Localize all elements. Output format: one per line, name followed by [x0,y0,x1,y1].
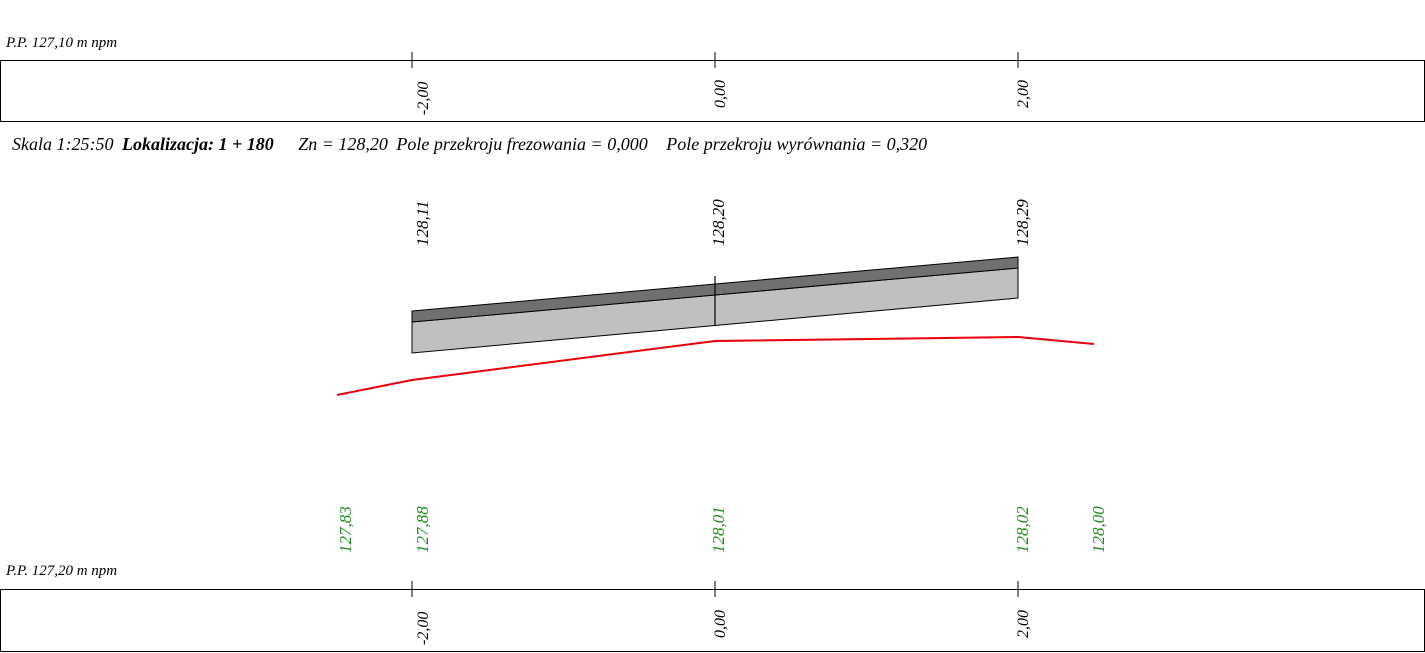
caption-location: Lokalizacja: 1 + 180 [121,134,274,154]
section-caption: Skala 1:25:50 Lokalizacja: 1 + 180 Zn = … [12,134,927,154]
reference-plane: P.P. 127,20 m npm [5,563,117,579]
offset-center: 0,00 [712,610,729,638]
terrain-elevation-3: 128,01 [709,506,728,553]
terrain-elevation-1: 127,83 [336,506,355,553]
terrain-elevation-4: 128,02 [1013,506,1032,553]
terrain-elevation-2: 127,88 [413,506,432,553]
top-offset-center: 0,00 [712,80,729,108]
design-elevation-center: 128,20 [709,199,728,246]
caption-milling-area: Pole przekroju frezowania = 0,000 [395,134,647,154]
design-elevation-right: 128,29 [1013,199,1032,246]
design-elevation-left: 128,11 [413,201,432,247]
top-offset-right: 2,00 [1015,80,1032,108]
top-offset-left: -2,00 [415,82,432,115]
offset-left: -2,00 [415,612,432,645]
terrain-elevation-5: 128,00 [1089,506,1108,553]
caption-leveling-area: Pole przekroju wyrównania = 0,320 [665,134,927,154]
terrain-line [336,335,1095,396]
offset-right: 2,00 [1015,610,1032,638]
top-reference-plane: P.P. 127,10 m npm [5,35,117,51]
caption-scale: Skala 1:25:50 [12,134,113,154]
caption-zn: Zn = 128,20 [298,134,388,154]
